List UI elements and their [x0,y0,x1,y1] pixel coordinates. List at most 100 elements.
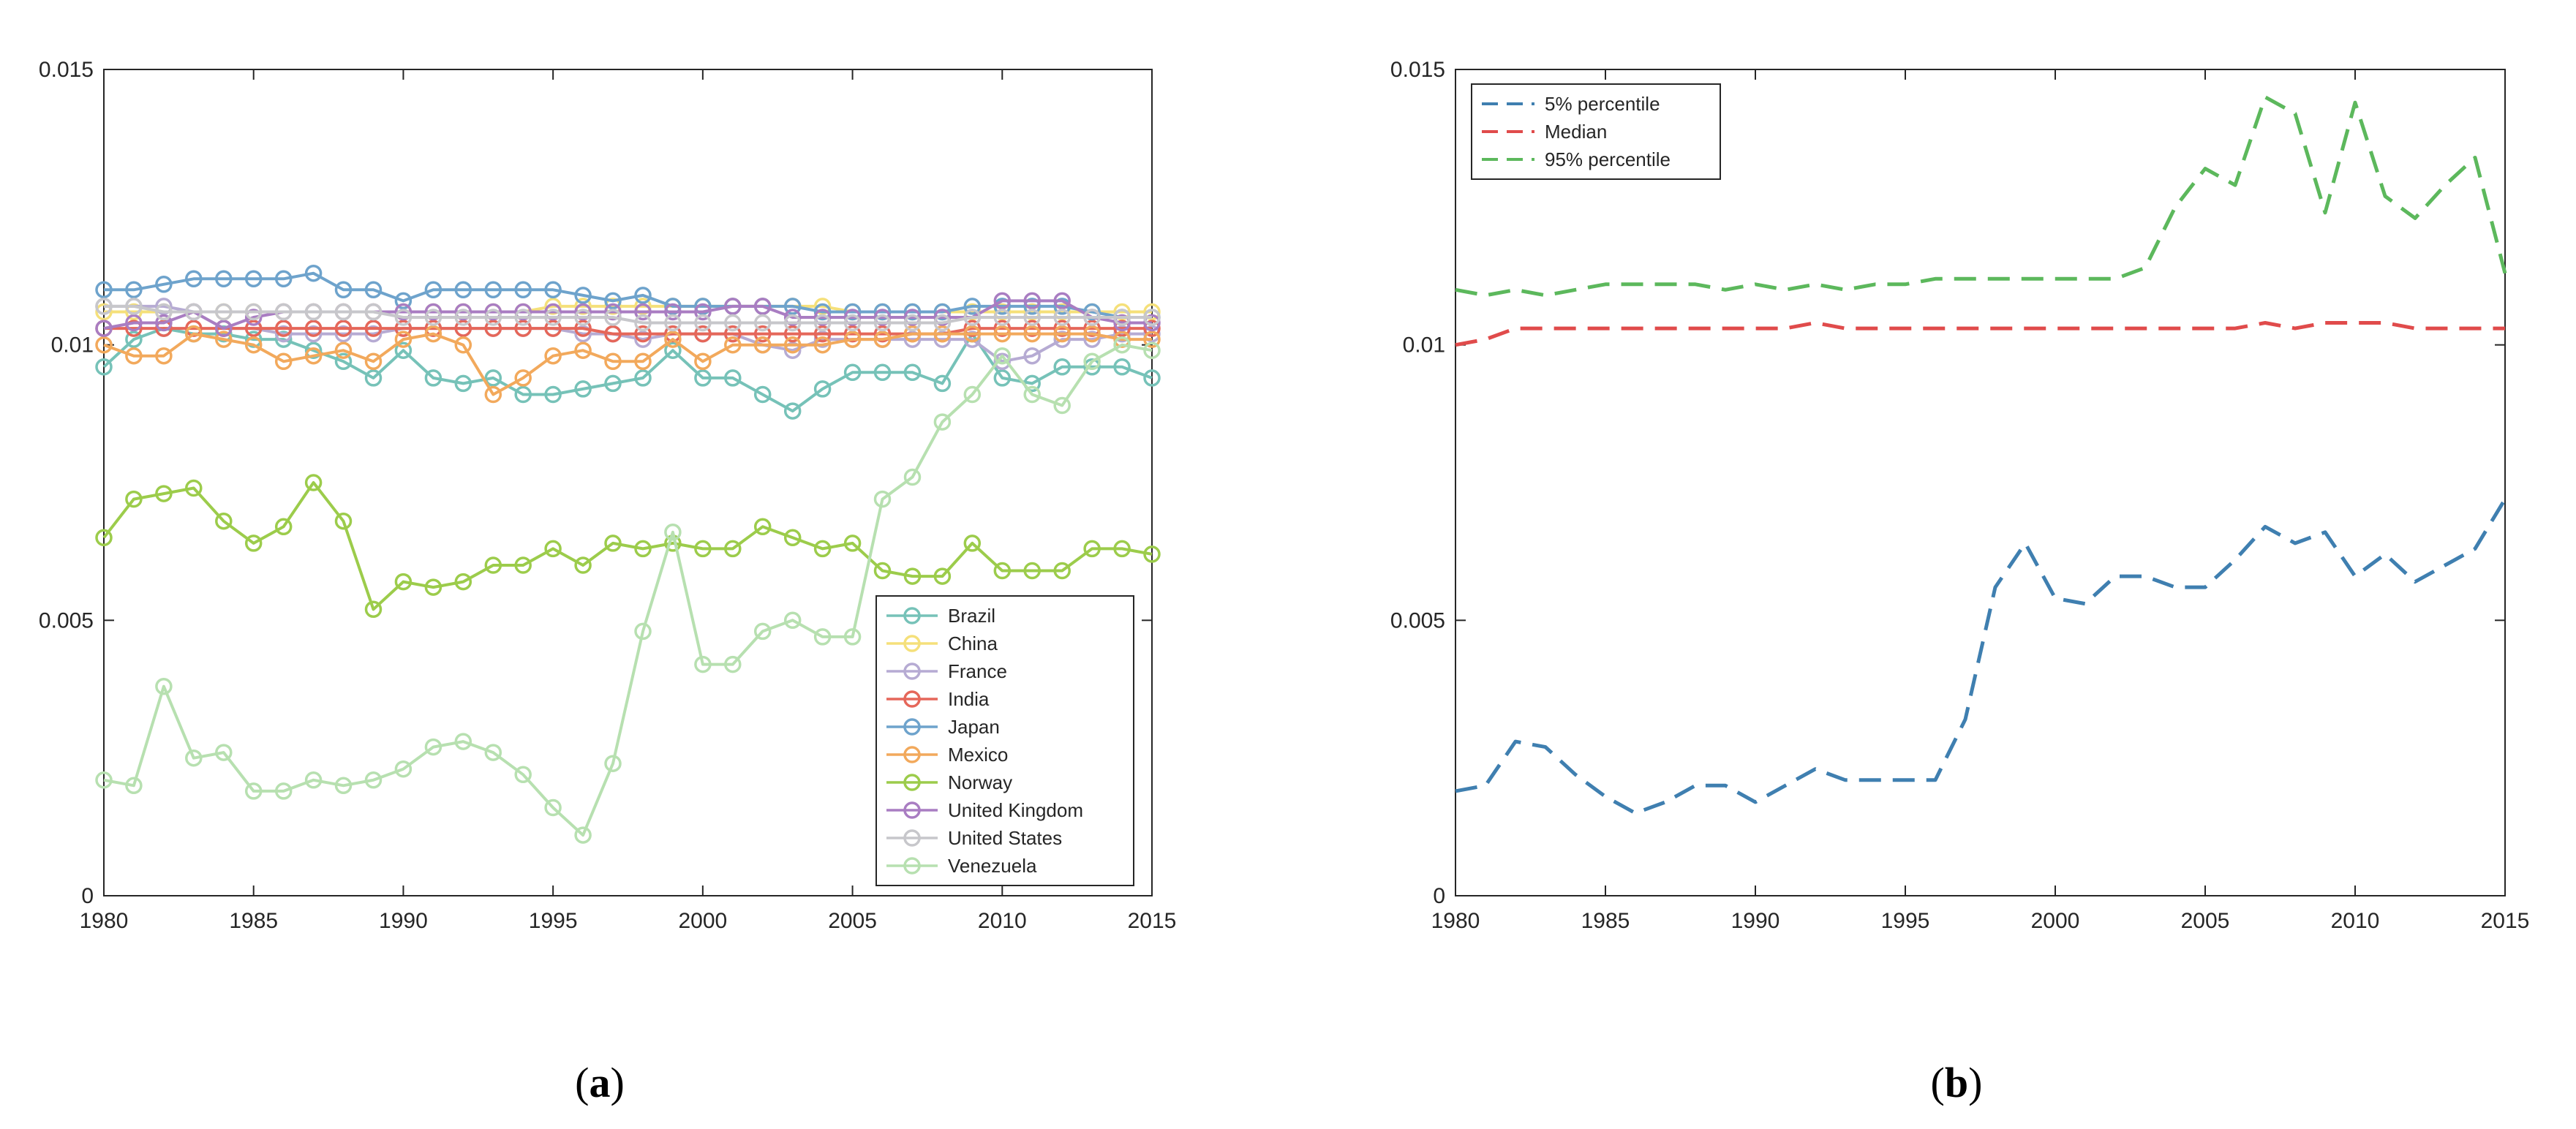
panel-a-legend-marker-china [903,635,921,652]
panel-a-point-norway [1113,540,1131,558]
panel-a-point-india [304,320,323,337]
panel-a-point-brazil [694,369,712,387]
panel-a-point-japan [873,303,892,321]
panel-b-series-line-5-percentile [1455,498,2507,815]
panel-a-series-line-united-states [104,304,1152,325]
panel-a-point-mexico [1113,331,1131,348]
panel-a-point-japan [215,270,233,288]
panel-a-x-tick-label: 2000 [678,909,727,933]
panel-a-point-japan [843,303,862,321]
panel-a-point-mexico [244,336,263,354]
panel-a-point-brazil [574,380,592,398]
panel-a-point-united-states [244,303,263,321]
panel-a-point-venezuela [724,655,742,673]
panel-a-point-brazil [664,341,682,359]
panel-a-point-france [813,331,832,348]
panel-a-point-japan [634,287,652,304]
panel-a-point-brazil [634,369,652,387]
panel-a-point-mexico [514,369,532,387]
panel-a-point-brazil [244,331,263,348]
panel-b-x-tick-label: 2000 [2031,909,2080,933]
panel-a-legend-marker-united-states [903,829,921,847]
panel-a-point-china [1053,303,1071,321]
panel-a-point-china [813,298,832,315]
panel-a-point-united-states [1083,309,1101,326]
panel-a-point-venezuela [753,622,772,641]
panel-a-point-brazil [304,341,323,359]
panel-a-point-india [424,320,442,337]
panel-a-point-norway [933,567,952,585]
panel-a-point-mexico [873,331,892,348]
panel-a-point-norway [394,573,413,591]
panel-a-point-japan [664,298,682,315]
panel-a-point-united-kingdom [813,309,832,326]
panel-a-point-japan [574,287,592,304]
panel-a-x-tick-label: 2015 [1128,909,1177,933]
panel-a-point-brazil [813,380,832,398]
panel-a-point-venezuela [1143,341,1161,359]
panel-a-point-united-states [215,303,233,321]
panel-a-point-japan [783,298,802,315]
panel-a-point-japan [334,281,353,299]
panel-a-point-japan [394,292,413,310]
panel-a-point-china [95,303,113,321]
panel-a-point-venezuela [185,749,203,767]
panel-a-point-united-states [813,314,832,332]
panel-a-point-france [993,352,1012,371]
panel-a-point-mexico [993,325,1012,343]
panel-a-point-united-states [634,314,652,332]
panel-a-point-venezuela [1113,336,1131,354]
panel-b-x-tick-label: 1990 [1731,909,1780,933]
panel-a-point-mexico [155,347,173,365]
panel-a-point-france [903,331,922,348]
panel-a-legend-label-india: India [948,688,990,710]
panel-a-point-japan [95,281,113,299]
panel-a-point-japan [244,270,263,288]
panel-a-point-mexico [933,325,952,343]
panel-a-point-france [334,325,353,343]
panel-a-point-brazil [1053,358,1071,376]
panel-a-point-india [993,320,1012,337]
panel-a-point-united-states [574,309,592,326]
panel-a-point-united-states [424,309,442,326]
panel-a-point-mexico [903,325,922,343]
panel-a-point-united-kingdom [664,303,682,321]
panel-a-point-japan [514,281,532,299]
panel-a-point-brazil [215,325,233,343]
panel-a-legend-label-mexico: Mexico [948,744,1008,766]
panel-a-point-india [155,320,173,337]
panel-a-point-mexico [574,341,592,359]
panel-a-point-france [1143,325,1161,343]
panel-a-point-brazil [873,363,892,382]
panel-a-point-brazil [843,363,862,382]
panel-a-point-india [604,325,622,343]
panel-a-point-japan [424,281,442,299]
panel-a-point-india [873,325,892,343]
panel-a-point-mexico [334,341,353,359]
panel-a-point-india [394,320,413,337]
panel-a-point-united-states [753,314,772,332]
panel-b-x-tick-label: 2005 [2181,909,2230,933]
panel-a-point-venezuela [604,755,622,772]
panel-a-label-close: ) [611,1059,625,1106]
panel-b-y-tick-label: 0.015 [1390,58,1445,82]
panel-a-chart: 1980 1985 1990 1995 2000 2005 2010 2015 0 0.005 0.… [39,58,1176,1106]
panel-a-point-united-states [484,309,502,326]
panel-a-point-united-states [394,309,413,326]
panel-a-point-mexico [783,336,802,354]
panel-a-point-china [993,303,1012,321]
panel-a-point-venezuela [514,766,532,784]
panel-a-point-venezuela [664,524,682,541]
panel-b-legend-label-5-percentile: 5% percentile [1545,93,1660,115]
panel-b-plot-area [1455,69,2506,896]
panel-a-point-norway [334,512,353,530]
panel-a-point-united-states [1143,309,1161,326]
panel-a-x-tick-label: 2010 [978,909,1027,933]
panel-a-point-brazil [903,363,922,382]
panel-a-point-venezuela [1053,396,1071,415]
panel-a-point-united-kingdom [753,298,772,315]
panel-a-point-mexico [274,352,293,371]
panel-a-point-india [484,320,502,337]
panel-a-point-united-kingdom [694,303,712,321]
panel-a-point-norway [125,490,143,508]
